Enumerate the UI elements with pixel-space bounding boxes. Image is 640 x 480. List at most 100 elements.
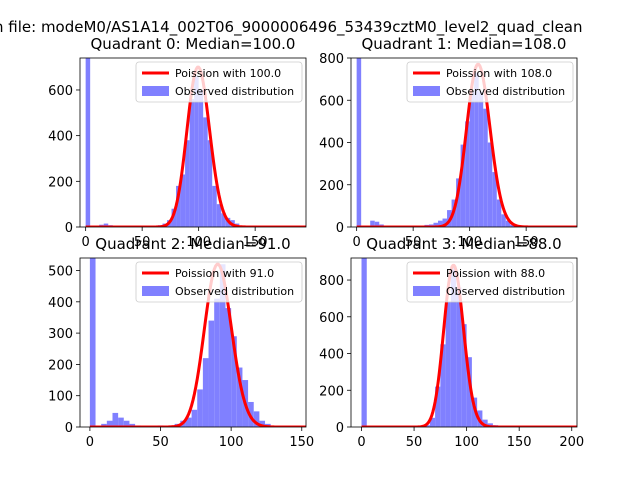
plot-area — [356, 58, 577, 227]
y-tick-label: 200 — [319, 179, 344, 194]
legend-label-observed: Observed distribution — [175, 85, 294, 98]
histogram-bar — [478, 91, 484, 227]
x-tick-label: 50 — [406, 435, 423, 450]
histogram-bar — [231, 336, 237, 427]
histogram-bar — [460, 144, 466, 227]
histogram-bar — [185, 417, 192, 427]
legend-label-observed: Observed distribution — [175, 285, 294, 298]
histogram-bar — [435, 386, 441, 427]
histogram-bar — [361, 258, 367, 427]
histogram-bar — [106, 420, 113, 427]
histogram-bar — [483, 108, 488, 227]
y-tick-label: 800 — [319, 52, 344, 67]
histogram-bar — [445, 302, 451, 427]
histogram-bar — [185, 140, 190, 227]
histogram-bar — [429, 417, 436, 427]
histogram-bar — [176, 185, 181, 227]
histogram-bar — [171, 208, 177, 227]
axes-frame — [79, 57, 307, 228]
axes-frame — [79, 257, 307, 428]
histogram-bar — [461, 324, 467, 427]
histogram-bar — [492, 172, 497, 227]
legend-box — [135, 261, 303, 303]
y-tick-label: 0 — [336, 421, 344, 436]
histogram-bar — [216, 204, 222, 227]
x-tick-label: 100 — [219, 435, 244, 450]
x-tick-label: 150 — [507, 435, 532, 450]
histogram-bar — [129, 423, 136, 427]
quadrant-title: Quadrant 3: Median=88.0 — [366, 235, 561, 253]
histogram-bar — [123, 420, 130, 427]
histogram-bar — [482, 419, 488, 427]
histogram-bar — [180, 174, 186, 227]
y-tick-label: 400 — [319, 137, 344, 152]
histogram-bar — [456, 287, 462, 427]
histogram-bar — [465, 121, 470, 227]
y-tick-label: 0 — [65, 221, 73, 236]
legend: Poission with 88.0 Observed distribution — [406, 261, 574, 303]
x-tick-label: 200 — [559, 435, 584, 450]
y-tick-label: 400 — [48, 296, 73, 311]
histogram-bar — [505, 220, 511, 227]
histogram-bar — [469, 91, 475, 227]
legend-label-poisson: Poission with 91.0 — [175, 267, 274, 280]
legend-box — [406, 61, 574, 103]
legend: Poission with 108.0 Observed distribution — [406, 61, 574, 103]
legend-bar-swatch — [142, 86, 169, 96]
y-tick-label: 600 — [319, 94, 344, 109]
x-tick-label: 100 — [186, 235, 211, 250]
histogram-bar — [202, 358, 209, 427]
axes-frame — [350, 257, 578, 428]
histogram-bar — [89, 258, 96, 427]
histogram-bar — [197, 389, 203, 427]
histogram-bar — [225, 308, 232, 427]
legend-bar-swatch — [142, 286, 169, 296]
histogram-bar — [101, 423, 107, 427]
x-tick-label: 0 — [357, 435, 365, 450]
histogram-bar — [198, 89, 204, 227]
legend-label-poisson: Poission with 100.0 — [175, 67, 281, 80]
histogram-bar — [374, 221, 380, 227]
x-tick-label: 150 — [514, 235, 539, 250]
x-tick-label: 150 — [289, 435, 314, 450]
histogram-bar — [450, 265, 457, 427]
histogram-bar — [219, 264, 226, 427]
histogram-bar — [208, 320, 215, 427]
histogram-bar — [356, 58, 362, 227]
histogram-bar — [203, 117, 208, 227]
legend-bar-swatch — [413, 286, 440, 296]
histogram-bar — [510, 224, 515, 227]
x-tick-label: 50 — [152, 435, 169, 450]
histogram-bar — [194, 76, 199, 227]
x-tick-label: 100 — [457, 235, 482, 250]
y-tick-label: 0 — [336, 221, 344, 236]
histogram-bar — [466, 357, 472, 427]
x-tick-label: 0 — [82, 235, 90, 250]
histogram-bar — [253, 411, 260, 427]
plot-area — [361, 258, 577, 427]
histogram-bar — [207, 140, 213, 227]
legend-box — [406, 261, 574, 303]
histogram-bar — [438, 220, 443, 227]
histogram-bar — [189, 99, 195, 227]
x-tick-label: 0 — [353, 235, 361, 250]
y-tick-label: 400 — [319, 348, 344, 363]
y-tick-label: 200 — [48, 358, 73, 373]
x-tick-label: 50 — [134, 235, 151, 250]
y-tick-label: 100 — [48, 390, 73, 405]
y-tick-label: 300 — [48, 327, 73, 342]
histogram-bar — [424, 425, 430, 427]
y-tick-label: 200 — [48, 175, 73, 190]
plot-area — [89, 258, 306, 427]
histogram-bar — [456, 178, 461, 227]
histogram-bar — [440, 344, 446, 427]
histogram-bar — [103, 223, 109, 227]
legend-bar-swatch — [413, 86, 440, 96]
x-tick-label: 0 — [86, 435, 94, 450]
quadrant-title: Quadrant 2: Median=91.0 — [95, 235, 290, 253]
legend-label-poisson: Poission with 108.0 — [446, 67, 552, 80]
histogram-bar — [487, 142, 493, 227]
legend: Poission with 91.0 Observed distribution — [135, 261, 303, 303]
